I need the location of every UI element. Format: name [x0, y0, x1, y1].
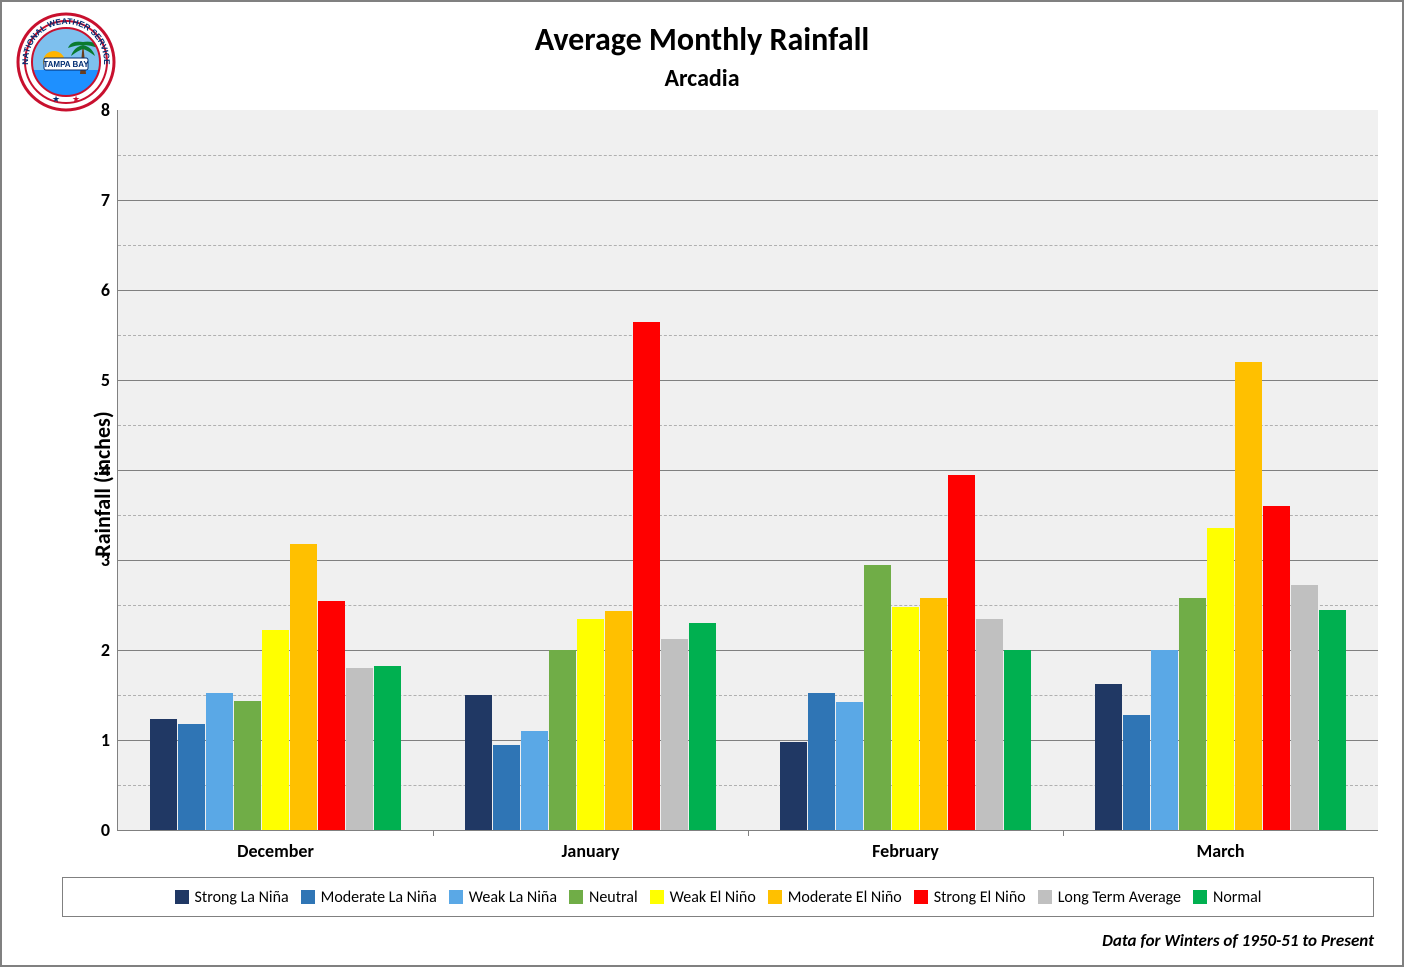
bar	[689, 623, 716, 830]
legend-label: Weak El Niño	[670, 888, 756, 907]
legend-label: Long Term Average	[1058, 888, 1181, 907]
bar	[1179, 598, 1206, 830]
legend-item: Moderate La Niña	[301, 888, 437, 907]
legend-swatch	[569, 890, 583, 904]
chart-subtitle: Arcadia	[2, 64, 1402, 93]
legend-label: Neutral	[589, 888, 638, 907]
bar	[1235, 362, 1262, 830]
legend-swatch	[768, 890, 782, 904]
bar	[549, 650, 576, 830]
bar	[1123, 715, 1150, 830]
bar	[661, 639, 688, 830]
gridline-major	[118, 290, 1378, 291]
bar	[1004, 650, 1031, 830]
legend-item: Strong La Niña	[175, 888, 289, 907]
plot-area: 012345678DecemberJanuaryFebruaryMarch	[117, 110, 1377, 830]
chart-container: NATIONAL WEATHER SERVICE TAMPA BAY ★ ★ A…	[0, 0, 1404, 967]
gridline-major	[118, 470, 1378, 471]
bar	[374, 666, 401, 830]
legend-item: Neutral	[569, 888, 638, 907]
bar	[234, 701, 261, 830]
svg-text:★: ★	[72, 94, 80, 105]
bar	[976, 619, 1003, 831]
bar	[150, 719, 177, 830]
gridline-major	[118, 200, 1378, 201]
gridline-major	[118, 380, 1378, 381]
legend-label: Normal	[1213, 888, 1261, 907]
legend: Strong La Niña Moderate La Niña Weak La Ni…	[62, 877, 1374, 917]
bar	[318, 601, 345, 831]
category-label: February	[872, 840, 939, 862]
legend-label: Moderate El Niño	[788, 888, 902, 907]
legend-swatch	[301, 890, 315, 904]
legend-swatch	[175, 890, 189, 904]
gridline-minor	[118, 245, 1378, 246]
legend-item: Normal	[1193, 888, 1261, 907]
bar	[465, 695, 492, 830]
bar	[780, 742, 807, 830]
y-tick-label: 0	[101, 819, 110, 841]
bar	[178, 724, 205, 830]
x-tick	[748, 830, 749, 836]
bar	[521, 731, 548, 830]
bar	[1319, 610, 1346, 831]
legend-swatch	[1038, 890, 1052, 904]
bar	[1291, 585, 1318, 830]
bar	[633, 322, 660, 831]
bar	[577, 619, 604, 831]
legend-label: Strong El Niño	[934, 888, 1026, 907]
legend-label: Moderate La Niña	[321, 888, 437, 907]
legend-swatch	[650, 890, 664, 904]
category-label: December	[237, 840, 314, 862]
legend-item: Weak El Niño	[650, 888, 756, 907]
bar	[1207, 528, 1234, 830]
bar	[1095, 684, 1122, 830]
legend-swatch	[449, 890, 463, 904]
y-tick-label: 4	[101, 459, 110, 481]
y-tick-label: 1	[101, 729, 110, 751]
y-tick-label: 8	[101, 99, 110, 121]
legend-label: Strong La Niña	[195, 888, 289, 907]
bar	[493, 745, 520, 831]
bar	[1263, 506, 1290, 830]
bar	[892, 607, 919, 830]
chart-title: Average Monthly Rainfall	[2, 20, 1402, 59]
bar	[1151, 650, 1178, 830]
y-tick-label: 7	[101, 189, 110, 211]
legend-item: Strong El Niño	[914, 888, 1026, 907]
gridline-minor	[118, 425, 1378, 426]
gridline-minor	[118, 335, 1378, 336]
bar	[290, 544, 317, 830]
bar	[920, 598, 947, 830]
y-tick-label: 6	[101, 279, 110, 301]
bar	[346, 668, 373, 830]
gridline-minor	[118, 515, 1378, 516]
svg-text:★: ★	[52, 94, 60, 105]
y-tick-label: 2	[101, 639, 110, 661]
y-tick-label: 5	[101, 369, 110, 391]
y-axis-label: Rainfall (inches)	[89, 411, 116, 556]
footnote: Data for Winters of 1950-51 to Present	[1102, 930, 1374, 951]
legend-item: Long Term Average	[1038, 888, 1181, 907]
bar	[864, 565, 891, 831]
x-tick	[1063, 830, 1064, 836]
legend-item: Moderate El Niño	[768, 888, 902, 907]
legend-swatch	[1193, 890, 1207, 904]
x-tick	[433, 830, 434, 836]
gridline-minor	[118, 155, 1378, 156]
bar	[808, 693, 835, 830]
bar	[605, 611, 632, 830]
y-tick-label: 3	[101, 549, 110, 571]
legend-item: Weak La Niña	[449, 888, 557, 907]
bar	[206, 693, 233, 830]
legend-swatch	[914, 890, 928, 904]
legend-label: Weak La Niña	[469, 888, 557, 907]
bar	[948, 475, 975, 831]
category-label: March	[1197, 840, 1245, 862]
bar	[836, 702, 863, 830]
bar	[262, 630, 289, 830]
category-label: January	[561, 840, 619, 862]
